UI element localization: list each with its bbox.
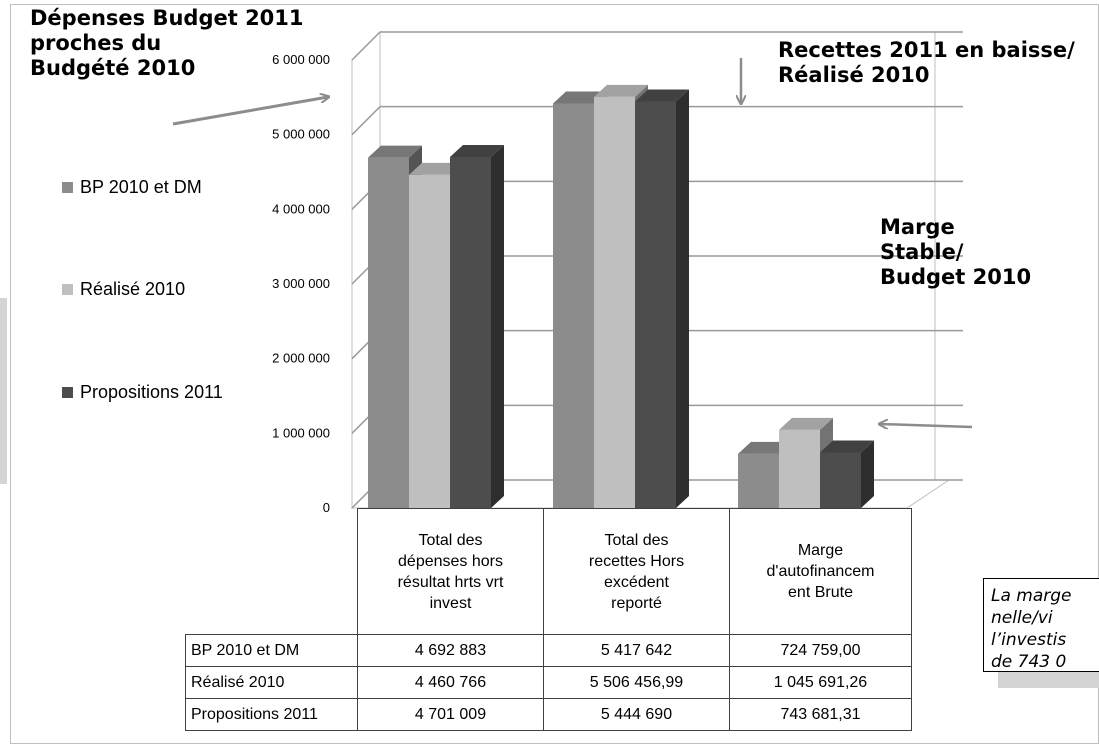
table-cell: 4 460 766 [358, 667, 544, 699]
table-row: BP 2010 et DM 4 692 883 5 417 642 724 75… [186, 635, 912, 667]
bar-front [594, 97, 635, 508]
legend-label: BP 2010 et DM [80, 177, 202, 197]
table-cell: 4 701 009 [358, 699, 544, 731]
bar-front [779, 430, 820, 508]
legend-item-propositions-2011: Propositions 2011 [62, 381, 223, 403]
table-cell: 5 444 690 [544, 699, 730, 731]
bar [635, 89, 689, 508]
arrow-depenses [173, 97, 328, 124]
comment-textbox: La marge nelle/vi l’investis de 743 0 [983, 578, 1099, 672]
bar [820, 440, 874, 508]
y-tick-label: 4 000 000 [272, 201, 330, 216]
annotation-depenses: Dépenses Budget 2011 proches du Budgété … [30, 6, 304, 81]
table-cell: 724 759,00 [730, 635, 912, 667]
bar [450, 145, 504, 508]
bar-front [553, 103, 594, 508]
table-row: Réalisé 2010 4 460 766 5 506 456,99 1 04… [186, 667, 912, 699]
table-cell: 5 417 642 [544, 635, 730, 667]
legend-item-bp-2010: BP 2010 et DM [62, 176, 202, 198]
category-depenses: Total des dépenses hors résultat hrts vr… [358, 509, 544, 635]
legend-label: Propositions 2011 [80, 382, 223, 402]
legend-swatch [62, 387, 73, 398]
bar-front [409, 175, 450, 508]
annotation-marge: Marge Stable/ Budget 2010 [880, 215, 1031, 290]
data-table: Total des dépenses hors résultat hrts vr… [185, 508, 912, 731]
annotation-recettes: Recettes 2011 en baisse/ Réalisé 2010 [778, 38, 1075, 88]
y-tick-label: 2 000 000 [272, 351, 330, 366]
category-marge: Marge d'autofinancem ent Brute [730, 509, 912, 635]
table-cell: 1 045 691,26 [730, 667, 912, 699]
bar-front [450, 157, 491, 508]
row-header: Réalisé 2010 [186, 667, 358, 699]
table-cell: 4 692 883 [358, 635, 544, 667]
row-header: BP 2010 et DM [186, 635, 358, 667]
bar-front [820, 452, 861, 508]
table-corner [186, 509, 358, 635]
legend-label: Réalisé 2010 [80, 279, 185, 299]
y-tick-label: 5 000 000 [272, 127, 330, 142]
category-recettes: Total des recettes Hors excédent reporté [544, 509, 730, 635]
table-row: Propositions 2011 4 701 009 5 444 690 74… [186, 699, 912, 731]
textbox-shadow [998, 672, 1099, 688]
bar-side [676, 89, 689, 508]
legend-swatch [62, 182, 73, 193]
table-header-row: Total des dépenses hors résultat hrts vr… [186, 509, 912, 635]
bar-side [491, 145, 504, 508]
y-tick-label: 1 000 000 [272, 425, 330, 440]
row-header: Propositions 2011 [186, 699, 358, 731]
y-tick-label: 3 000 000 [272, 276, 330, 291]
table-cell: 743 681,31 [730, 699, 912, 731]
bar-front [368, 158, 409, 508]
bar-front [635, 101, 676, 508]
legend-swatch [62, 284, 73, 295]
legend-item-realise-2010: Réalisé 2010 [62, 278, 185, 300]
bar-front [738, 454, 779, 508]
table-cell: 5 506 456,99 [544, 667, 730, 699]
